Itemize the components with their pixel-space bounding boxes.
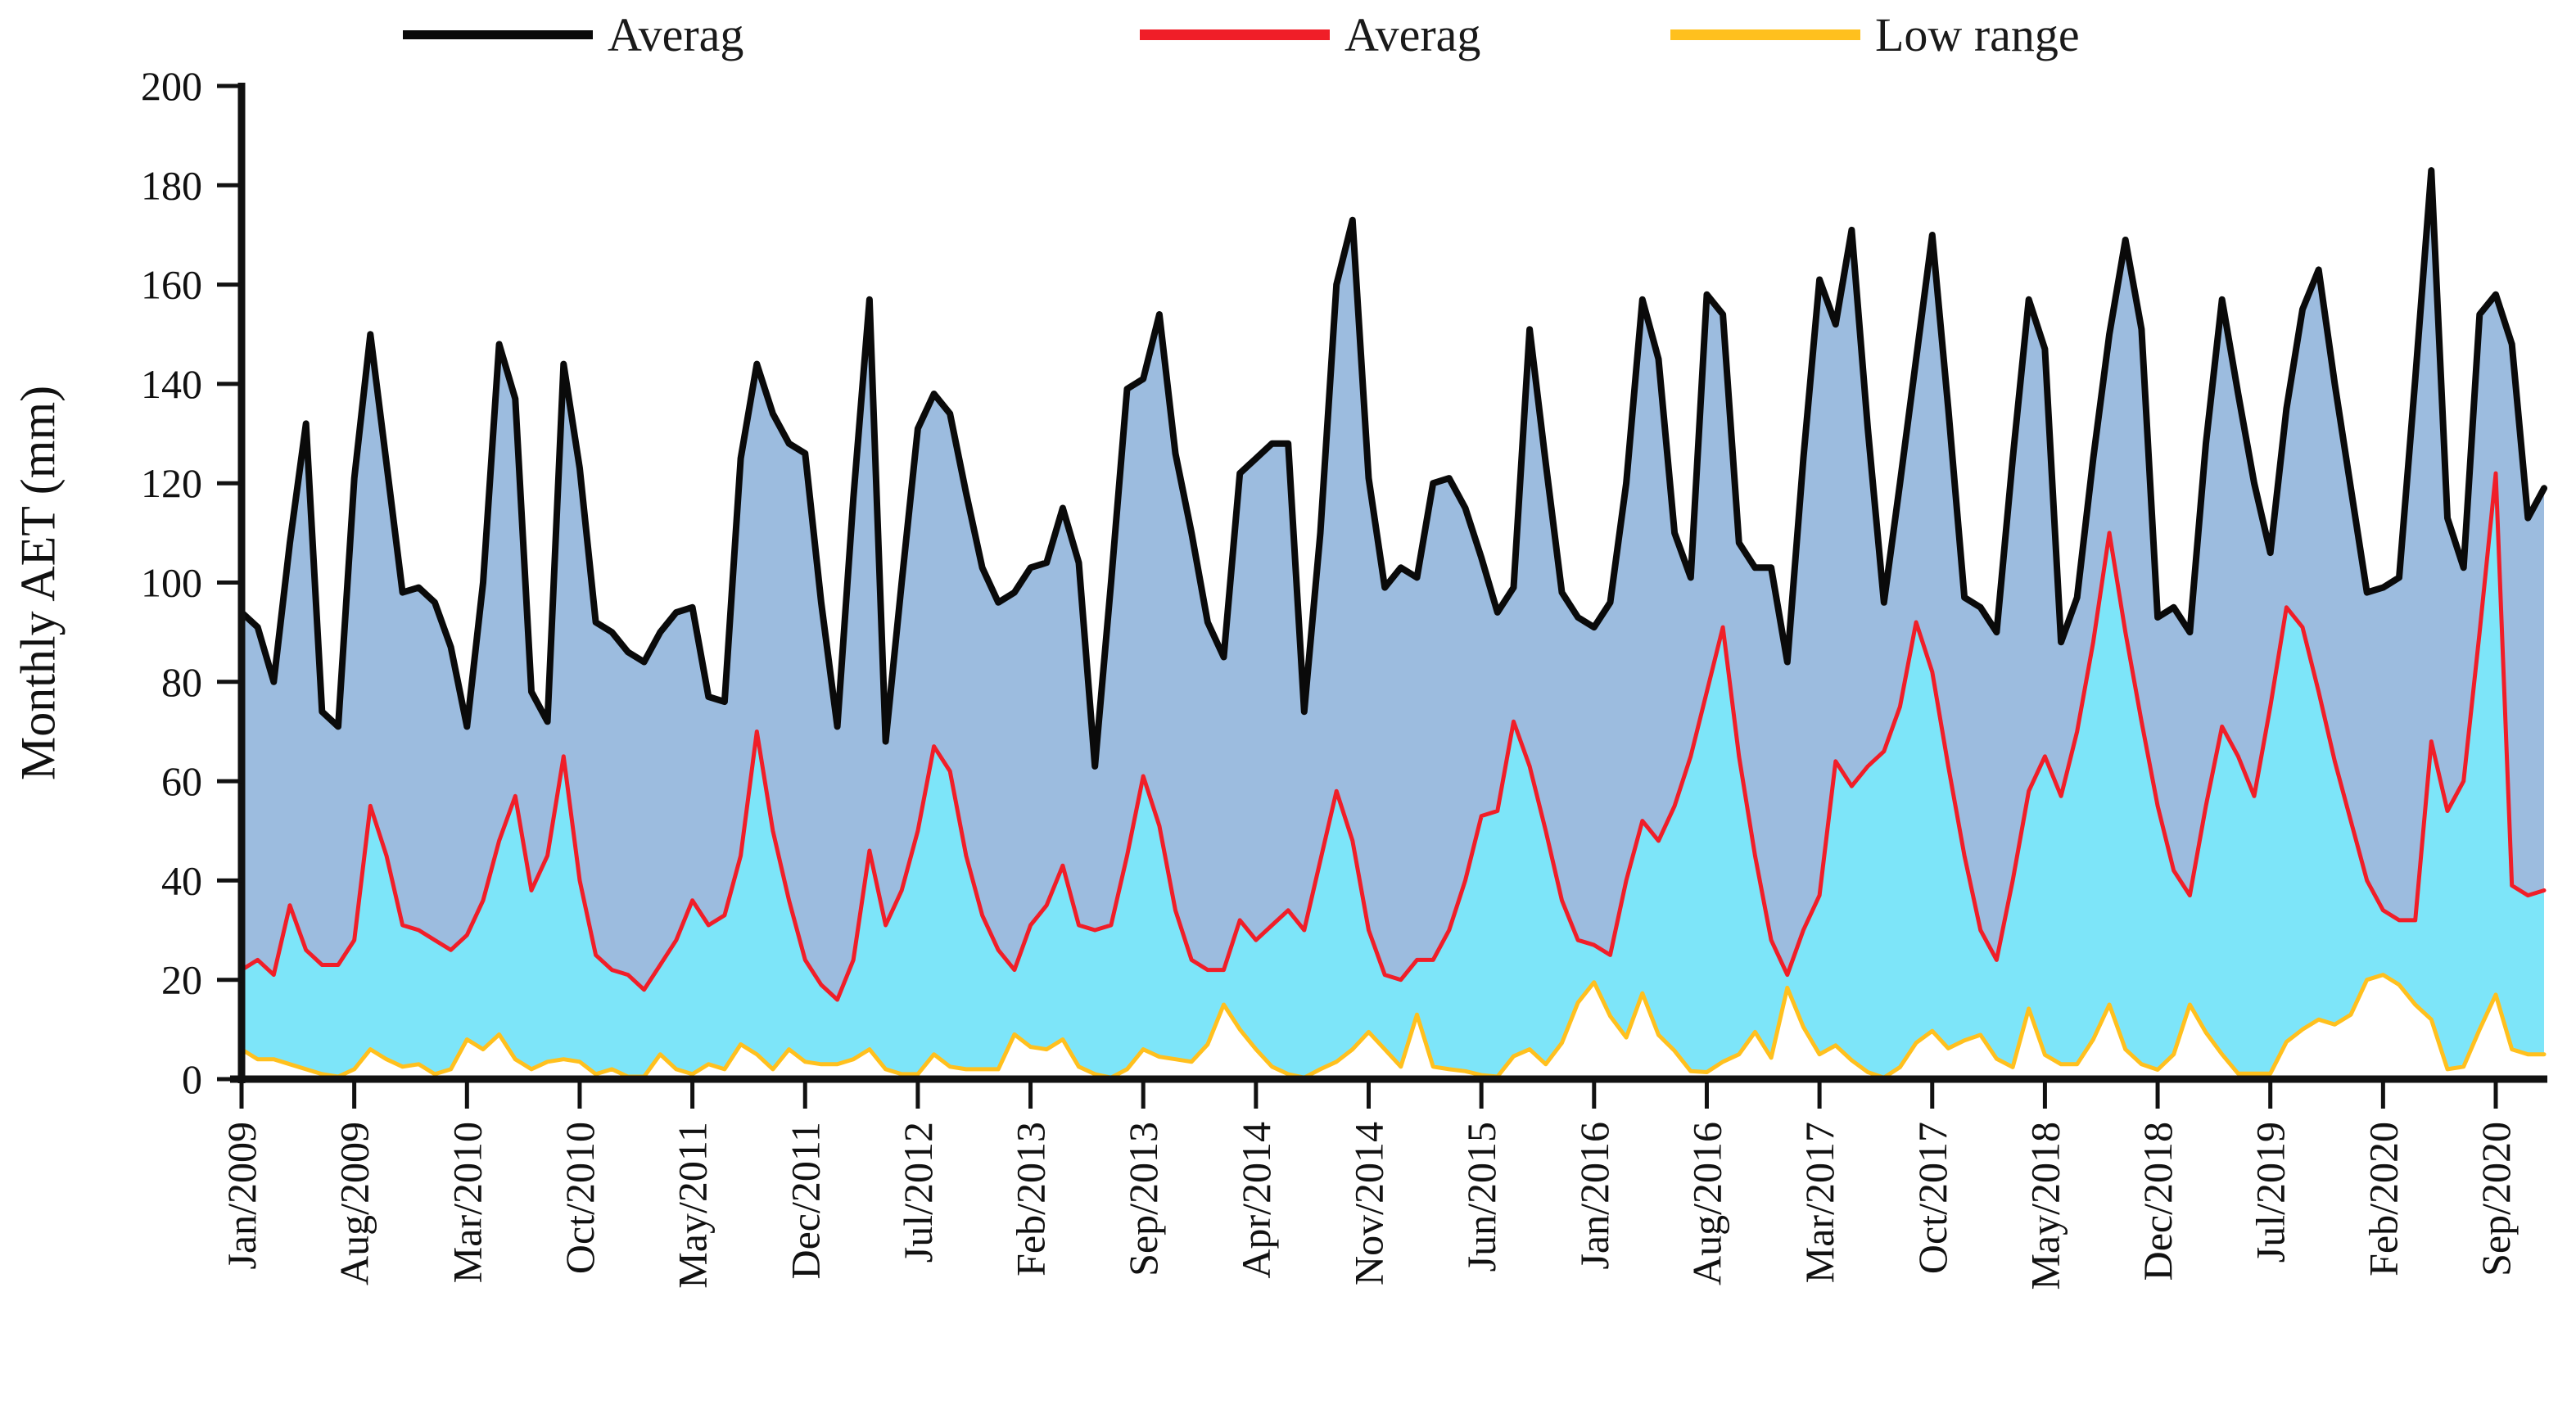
- y-tick-label: 60: [161, 758, 202, 804]
- legend: Averag Averag Low range: [0, 3, 2576, 66]
- y-tick-label: 0: [182, 1056, 202, 1102]
- y-tick-label: 80: [161, 659, 202, 705]
- x-tick-label: Apr/2014: [1233, 1122, 1279, 1279]
- legend-label: Low range: [1875, 7, 2080, 61]
- x-tick-label: Mar/2010: [444, 1122, 490, 1283]
- x-tick-label: Sep/2013: [1120, 1122, 1166, 1276]
- x-tick-label: May/2011: [670, 1122, 716, 1289]
- x-tick-label: Jul/2012: [895, 1122, 941, 1263]
- x-tick-label: May/2018: [2022, 1122, 2068, 1290]
- x-tick-label: Feb/2020: [2360, 1122, 2406, 1276]
- x-tick-label: Oct/2017: [1909, 1122, 1955, 1274]
- x-tick-label: Nov/2014: [1346, 1122, 1392, 1285]
- x-tick-label: Aug/2016: [1683, 1122, 1729, 1285]
- x-tick-label: Jan/2016: [1571, 1122, 1617, 1270]
- x-tick-label: Mar/2017: [1796, 1122, 1842, 1283]
- y-tick-label: 180: [141, 162, 202, 208]
- y-tick-label: 160: [141, 262, 202, 308]
- x-tick-label: Jan/2009: [219, 1122, 264, 1270]
- y-tick-label: 40: [161, 857, 202, 903]
- y-tick-label: 200: [141, 63, 202, 109]
- x-tick-label: Aug/2009: [332, 1122, 377, 1285]
- x-tick-label: Feb/2013: [1008, 1122, 1054, 1276]
- x-tick-label: Sep/2020: [2473, 1122, 2519, 1276]
- red-line-swatch-icon: [1140, 29, 1330, 40]
- legend-item-low-range: Low range: [1670, 3, 2080, 66]
- gold-line-swatch-icon: [1670, 29, 1860, 40]
- y-tick-label: 20: [161, 957, 202, 1003]
- y-tick-label: 140: [141, 361, 202, 407]
- black-line-swatch-icon: [403, 29, 593, 39]
- legend-item-average-high: Averag: [403, 3, 743, 66]
- legend-item-average-mid: Averag: [1140, 3, 1480, 66]
- y-axis-title: Monthly AET (mm): [11, 385, 66, 781]
- x-tick-label: Jun/2015: [1458, 1122, 1504, 1272]
- x-tick-label: Dec/2011: [782, 1122, 828, 1280]
- x-tick-label: Oct/2010: [557, 1122, 603, 1274]
- y-tick-label: 100: [141, 560, 202, 606]
- x-tick-label: Dec/2018: [2135, 1122, 2181, 1281]
- y-tick-label: 120: [141, 460, 202, 506]
- x-tick-label: Jul/2019: [2248, 1122, 2294, 1263]
- legend-label: Averag: [1344, 7, 1481, 61]
- legend-label: Averag: [608, 7, 744, 61]
